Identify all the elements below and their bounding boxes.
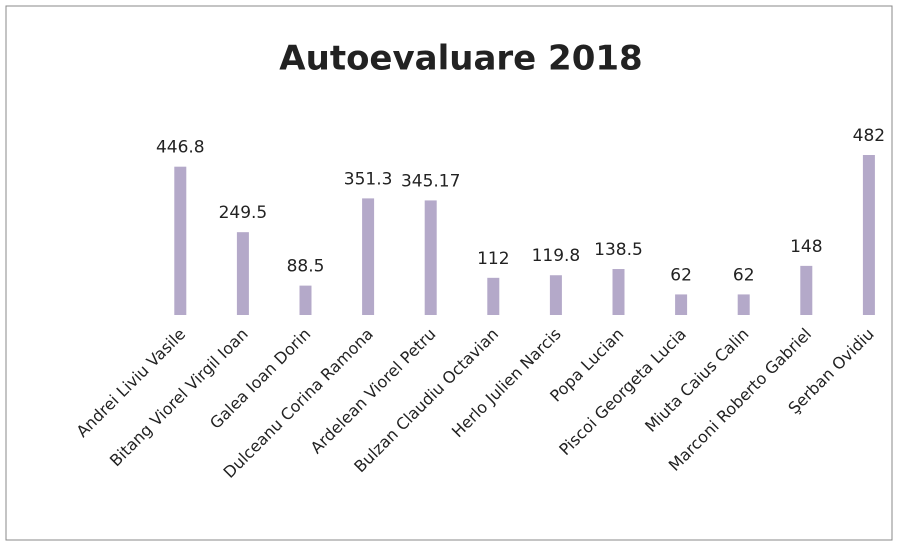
value-label: 138.5 bbox=[594, 240, 643, 260]
value-label: 446.8 bbox=[156, 138, 205, 158]
bar bbox=[737, 294, 750, 315]
bar bbox=[299, 285, 312, 315]
value-label: 112 bbox=[477, 249, 509, 269]
value-label: 88.5 bbox=[287, 257, 325, 277]
chart-frame bbox=[5, 5, 893, 541]
x-tick-label: Ardelean Viorel Petru bbox=[307, 324, 440, 457]
bar bbox=[612, 269, 625, 315]
value-label: 148 bbox=[790, 237, 822, 257]
value-label: 482 bbox=[853, 126, 885, 146]
value-label: 62 bbox=[670, 265, 692, 285]
bar bbox=[236, 232, 249, 315]
x-tick-label: Miuta Caius Calin bbox=[641, 324, 752, 435]
bar bbox=[174, 166, 187, 315]
x-tick-label: Andrei Liviu Vasile bbox=[73, 324, 190, 441]
bar bbox=[862, 155, 875, 315]
bar bbox=[675, 294, 688, 315]
value-label: 249.5 bbox=[219, 203, 268, 223]
x-tick-label: Herlo Julien Narcis bbox=[448, 324, 565, 441]
value-label: 345.17 bbox=[401, 171, 460, 191]
value-label: 62 bbox=[733, 265, 755, 285]
chart-title: Autoevaluare 2018 bbox=[279, 39, 642, 79]
bar bbox=[362, 198, 375, 315]
value-label: 119.8 bbox=[532, 246, 581, 266]
bar bbox=[549, 275, 562, 315]
bar bbox=[800, 265, 813, 315]
bar bbox=[424, 200, 437, 315]
x-tick-label: Piscoi Georgeta Lucia bbox=[555, 324, 690, 459]
value-label: 351.3 bbox=[344, 169, 393, 189]
bar bbox=[487, 277, 500, 315]
